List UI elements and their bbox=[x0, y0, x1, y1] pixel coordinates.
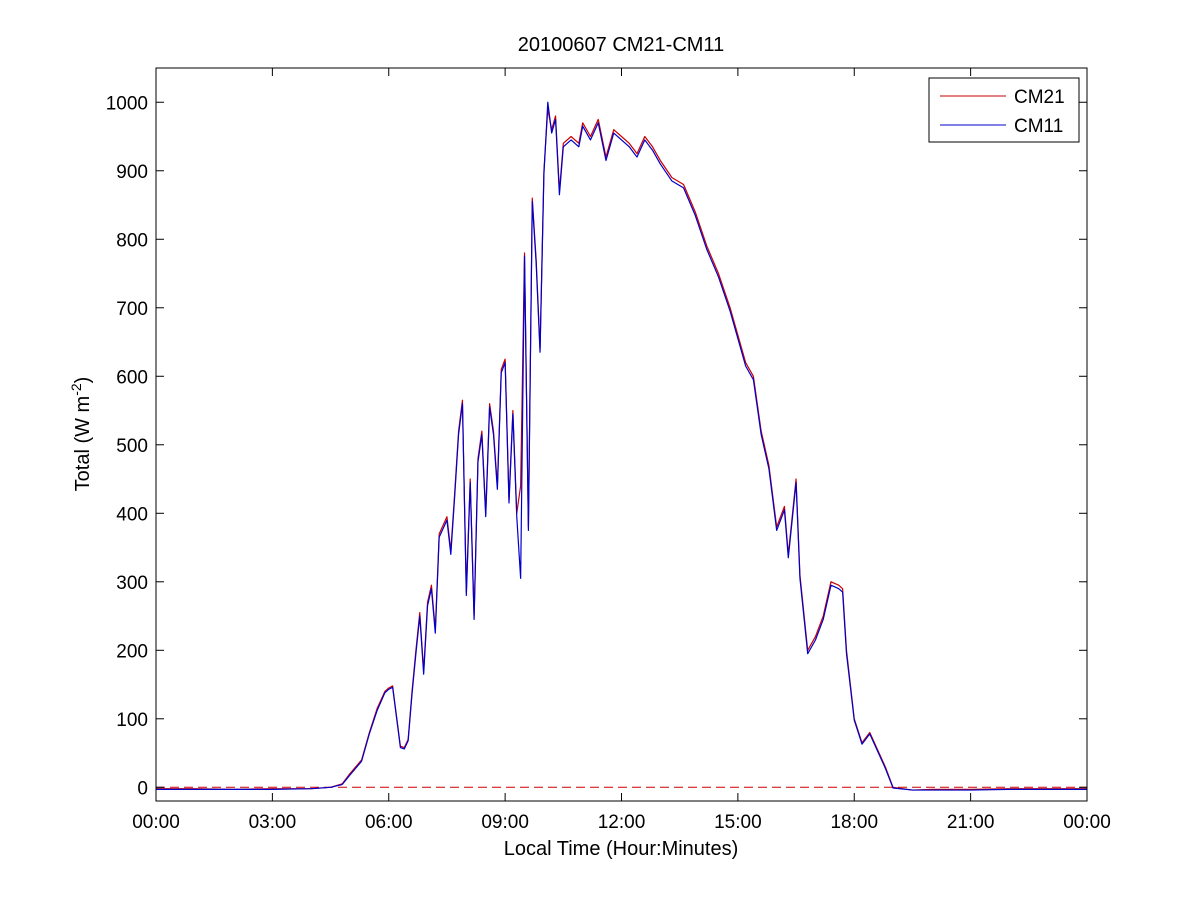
x-tick-label: 06:00 bbox=[365, 812, 413, 833]
x-tick-label: 09:00 bbox=[481, 812, 529, 833]
y-axis-label-prefix: Total (W m bbox=[72, 396, 94, 492]
y-tick-label: 800 bbox=[116, 230, 148, 251]
y-tick-label: 100 bbox=[116, 710, 148, 731]
y-tick-label: 900 bbox=[116, 162, 148, 183]
plot-area: 00:00 03:00 06:00 09:00 12:00 15:00 18:00 21:00… bbox=[106, 67, 1111, 833]
x-tick-label: 12:00 bbox=[598, 812, 646, 833]
series-layer bbox=[156, 101, 1087, 791]
y-tick-label: 0 bbox=[137, 778, 148, 799]
x-tick-label: 15:00 bbox=[714, 812, 762, 833]
legend-label-cm11: CM11 bbox=[1014, 116, 1063, 137]
legend-box bbox=[928, 77, 1080, 143]
y-tick-label: 600 bbox=[116, 367, 148, 388]
y-tick-label: 700 bbox=[116, 299, 148, 320]
chart-title: 20100607 CM21-CM11 bbox=[518, 34, 724, 56]
y-axis-label-superscript: -2 bbox=[68, 383, 84, 396]
y-tick-label: 1000 bbox=[106, 93, 148, 114]
legend: CM21 CM11 bbox=[928, 77, 1080, 143]
x-tick-label: 03:00 bbox=[249, 812, 297, 833]
y-tick-label: 300 bbox=[116, 573, 148, 594]
y-tick-label: 400 bbox=[116, 504, 148, 525]
x-axis-label: Local Time (Hour:Minutes) bbox=[504, 838, 739, 860]
legend-label-cm21: CM21 bbox=[1014, 87, 1065, 108]
y-tick-label: 500 bbox=[116, 436, 148, 457]
x-axis: 00:00 03:00 06:00 09:00 12:00 15:00 18:00 21:00… bbox=[132, 68, 1111, 833]
y-tick-label: 200 bbox=[116, 641, 148, 662]
y-axis: 0 100 200 300 400 500 600 700 800 900 1000 bbox=[106, 93, 1087, 799]
y-axis-label: Total (W m-2) bbox=[68, 377, 94, 492]
x-tick-label: 00:00 bbox=[1063, 812, 1111, 833]
x-tick-label: 21:00 bbox=[947, 812, 995, 833]
y-axis-label-suffix: ) bbox=[72, 377, 94, 384]
x-tick-label: 00:00 bbox=[132, 812, 180, 833]
x-tick-label: 18:00 bbox=[830, 812, 878, 833]
series-line-cm11 bbox=[156, 101, 1087, 791]
